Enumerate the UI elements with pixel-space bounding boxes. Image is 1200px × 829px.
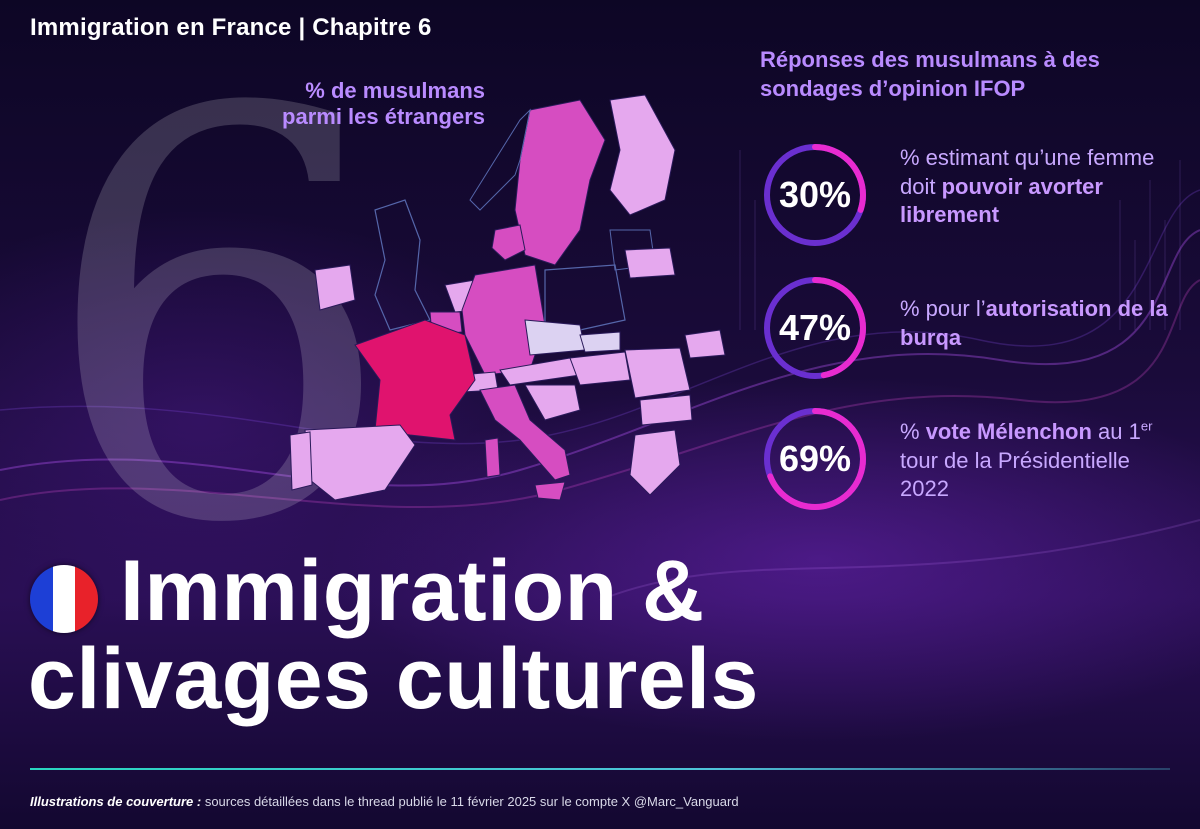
map-germany [461,264,546,376]
stat-melenchon: 69% % vote Mélenchon au 1er tour de la P… [760,404,1180,514]
stat-burqa: 47% % pour l’autorisation de la burqa [760,273,1180,383]
survey-title: Réponses des musulmans à des sondages d’… [760,47,1100,101]
map-greece [629,429,681,496]
map-sicily [534,481,566,501]
stat-text-pre: % pour l’ [900,296,986,321]
map-ireland [314,264,356,311]
map-sardinia [484,437,501,478]
map-croatia [524,384,581,421]
main-title-line2: clivages culturels [28,630,759,727]
stat-ring [764,408,866,510]
chapter-number: 6 [40,0,397,646]
europe-map [289,94,726,501]
stat-text-sup: er [1140,418,1153,434]
french-flag-icon [30,565,98,633]
stat-text-pre: % estimant qu’une femme doit [900,145,1155,199]
map-latvia [624,247,676,279]
stat-ring [764,144,866,246]
map-france [354,319,476,441]
stat-text-post: tour de la Présidentielle 2022 [900,447,1130,502]
map-slovakia [579,331,621,353]
stat-ring [764,277,866,379]
main-title: Immigration & clivages culturels [28,543,759,727]
stat-description: % pour l’autorisation de la burqa [900,295,1170,352]
map-romania [624,347,691,399]
footer-bold: Illustrations de couverture : [30,794,202,809]
footer-divider [30,768,1170,770]
main-title-line1: Immigration & [120,543,705,639]
stat-description: % estimant qu’une femme doit pouvoir avo… [900,144,1170,230]
map-sweden [514,99,606,266]
map-label: % de musulmans parmi les étrangers [282,78,485,130]
map-italy [479,384,571,481]
map-poland [544,264,626,331]
stat-description: % vote Mélenchon au 1er tour de la Prési… [900,418,1170,504]
page-header-title: Immigration en France | Chapitre 6 [30,14,432,41]
stat-text-bold: vote Mélenchon [925,419,1092,444]
stat-text-mid: au 1 [1091,419,1141,444]
stat-value: 69% [778,438,852,479]
map-hungary [569,351,631,386]
map-uk [374,199,431,331]
stat-value: 47% [778,307,852,348]
map-portugal [289,431,313,491]
map-finland [609,94,676,216]
stat-text-bold: pouvoir avorter librement [900,173,1103,228]
footer-text: sources détaillées dans le thread publié… [201,794,739,809]
map-norway [469,108,531,211]
footer-credits: Illustrations de couverture : sources dé… [30,794,739,809]
map-denmark [491,224,526,261]
stat-text-pre: % [900,419,926,444]
stat-abortion: 30% % estimant qu’une femme doit pouvoir… [760,140,1180,250]
stat-value: 30% [778,174,852,215]
map-bulgaria [639,394,693,426]
map-spain [304,424,416,501]
map-czechia [524,319,586,356]
stat-text-bold: autorisation de la burqa [900,296,1168,350]
